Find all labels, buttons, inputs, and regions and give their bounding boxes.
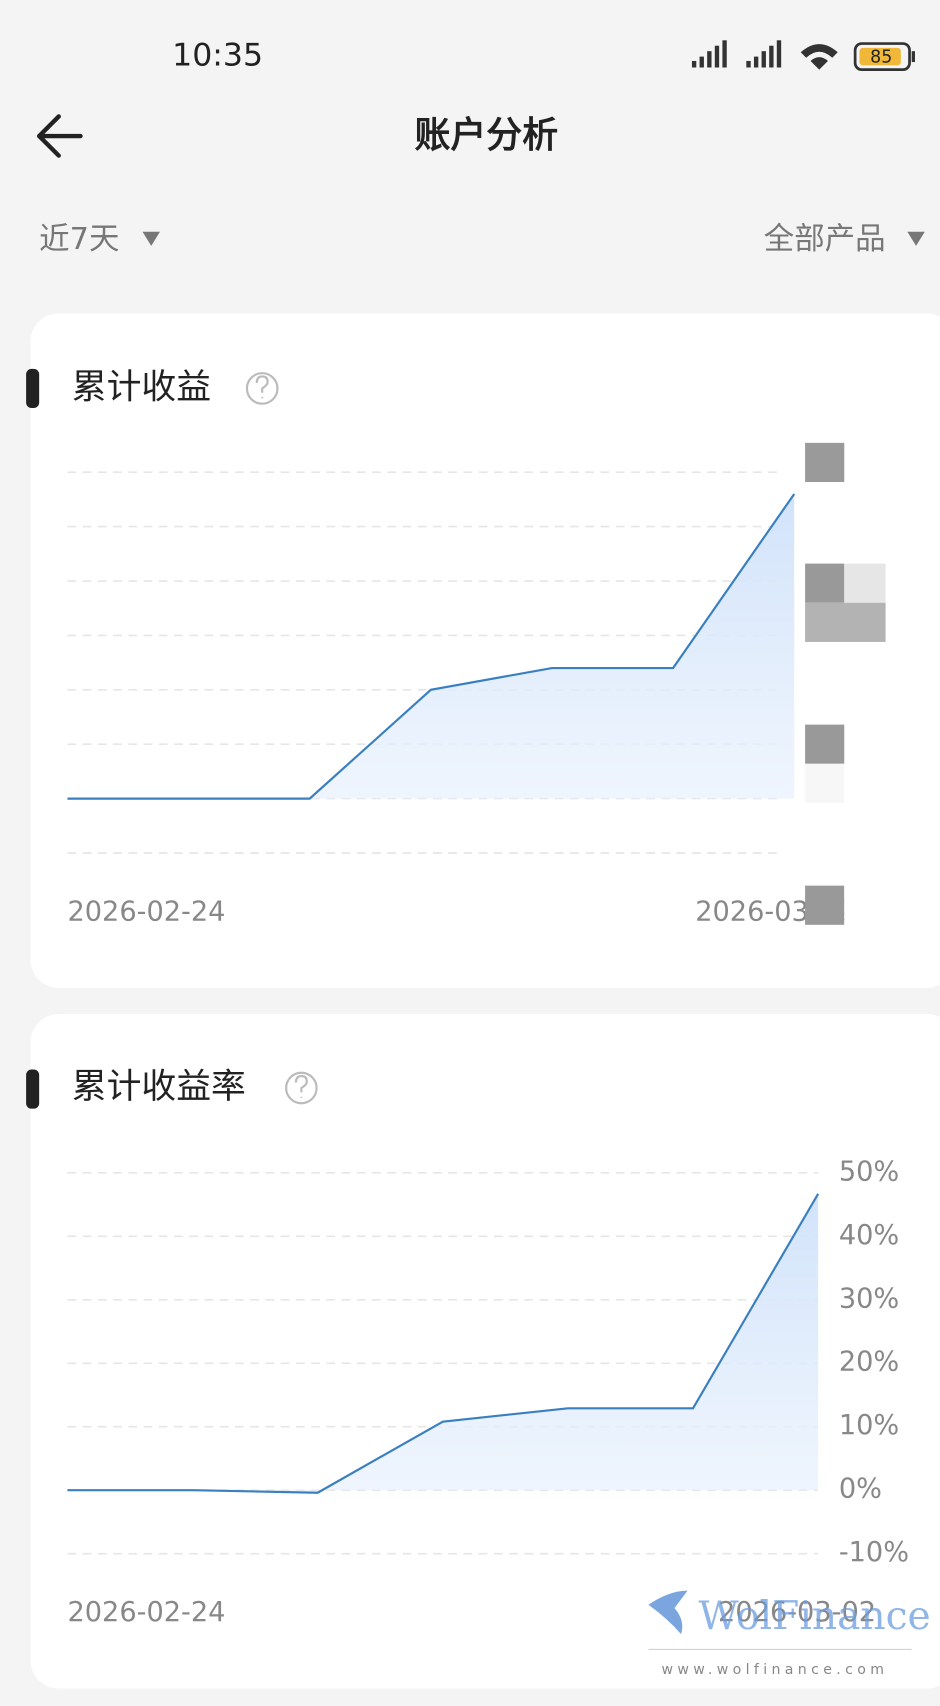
y-tick-label: 20% [839,1347,899,1378]
mosaic [805,724,845,764]
help-icon[interactable] [285,1071,318,1105]
card-marker [26,368,40,409]
period-filter[interactable]: 近7天 [39,222,119,257]
x-tick-label: 2026-02-24 [67,896,225,927]
watermark-logo [648,1590,688,1635]
status-time: 10:35 [172,38,263,74]
help-icon[interactable] [245,372,279,405]
y-tick-label: 10% [839,1410,899,1441]
back-button[interactable] [36,114,83,158]
battery-outline [853,42,911,72]
y-tick-label: 30% [839,1283,899,1314]
area [67,493,795,799]
mosaic [805,563,845,603]
mosaic [805,763,845,803]
card-marker [26,1069,40,1109]
line [67,1193,820,1494]
mosaic [805,442,845,483]
y-tick-label: 0% [839,1474,882,1505]
battery-level [859,47,901,66]
y-tick-label: -10% [839,1537,909,1568]
mosaic [844,563,886,603]
watermark-url: www.wolfinance.com [661,1662,888,1678]
card [30,313,940,988]
y-tick-label: 40% [839,1220,899,1251]
charts: 2026-02-24 2026-03-02 -10% 0% 10% 20% 30% 40% 50… [67,471,909,1628]
mosaic [805,602,886,642]
battery-tip [911,51,915,63]
x-tick-label: 2026-03-02 [718,1597,876,1628]
card [30,1014,940,1689]
signal-icons [691,40,838,70]
line [67,493,796,800]
card-title: 累计收益率 [72,1067,246,1107]
y-tick-label: 50% [839,1156,899,1187]
card-title: 累计收益 [72,367,211,407]
area [67,1193,819,1493]
mosaic [844,885,888,925]
product-filter[interactable]: 全部产品 [764,222,886,257]
battery-text: 85 [870,48,892,68]
product-dropdown-arrow[interactable] [907,231,925,246]
overlay: WolFinance www.wolfinance.com [648,442,931,1678]
watermark-brand: WolFinance [698,1594,930,1639]
period-dropdown-arrow[interactable] [142,231,160,246]
x-tick-label: 2026-02-24 [67,1597,225,1628]
mosaic [805,885,845,925]
page-title: 账户分析 [415,115,559,156]
